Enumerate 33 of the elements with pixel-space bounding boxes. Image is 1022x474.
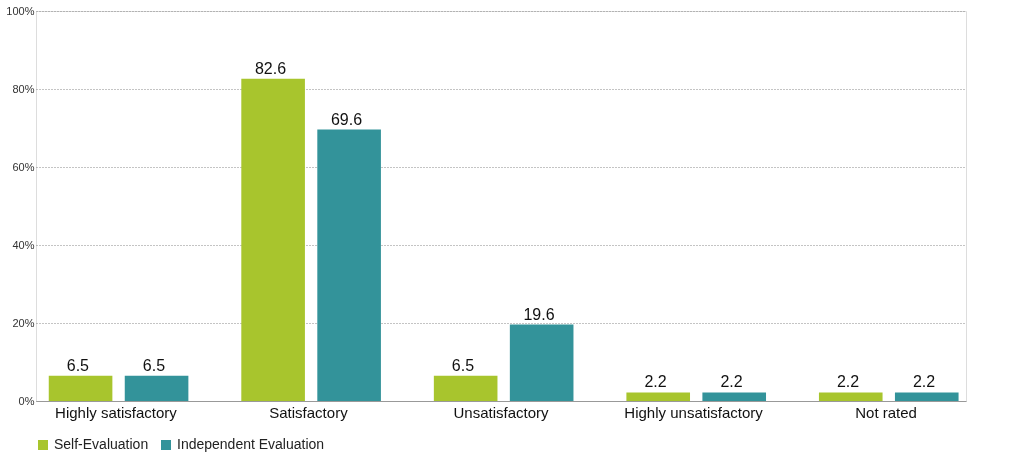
x-tick-label: Highly satisfactory [55,403,178,421]
data-label: 2.2 [836,373,860,391]
data-label: 2.2 [644,373,667,391]
y-tick-label: 80% [12,82,35,95]
y-tick-label: 100% [6,4,35,17]
bar [702,392,767,401]
data-label: 82.6 [254,59,287,77]
bar [509,324,574,401]
y-tick-label: 60% [12,160,35,173]
x-tick-label: Not rated [855,403,917,421]
bar [48,375,113,401]
bar [433,375,498,401]
x-tick-label: Unsatisfactory [453,403,550,421]
data-label: 2.2 [720,373,743,391]
bar [894,392,959,401]
x-tick-label: Highly unsatisfactory [624,403,764,421]
x-tick-label: Satisfactory [269,403,349,421]
bar [818,392,883,401]
data-label: 6.5 [451,356,475,374]
data-label: 19.6 [523,305,555,323]
y-tick-label: 40% [12,238,35,251]
data-label: 6.5 [66,356,90,374]
bar [317,129,381,401]
data-label: 6.5 [142,356,166,374]
legend-label: Self-Evaluation [54,436,149,452]
bar [241,78,305,401]
data-label: 69.6 [330,110,363,128]
legend-label: Independent Evaluation [177,436,325,452]
bar [626,392,691,401]
y-tick-label: 0% [18,394,35,407]
bar [124,375,189,401]
data-label: 2.2 [912,373,936,391]
y-tick-label: 20% [12,316,35,329]
